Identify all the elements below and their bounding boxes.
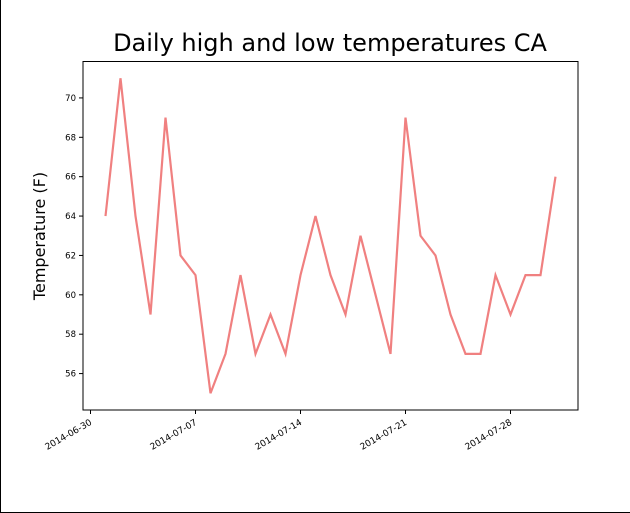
x-tick-label: 2014-06-30 (44, 418, 95, 453)
y-tick-label: 68 (65, 133, 76, 143)
series-line-highs (104, 78, 557, 394)
y-tick-label: 58 (65, 330, 76, 340)
plot-area-frame (82, 61, 579, 411)
y-tick-label: 70 (65, 94, 76, 104)
x-tick-label: 2014-07-21 (359, 418, 409, 453)
x-tick-label: 2014-07-14 (254, 418, 305, 453)
x-tick-label: 2014-07-07 (149, 418, 199, 453)
y-axis-label: Temperature (F) (30, 172, 49, 301)
y-tick-label: 62 (65, 251, 76, 261)
y-tick-label: 64 (65, 212, 76, 222)
x-tick-label: 2014-07-28 (464, 418, 515, 453)
chart-title: Daily high and low temperatures CA (113, 29, 547, 57)
y-tick-label: 60 (65, 291, 76, 301)
y-tick-label: 66 (65, 173, 76, 183)
y-tick-label: 56 (65, 370, 76, 380)
